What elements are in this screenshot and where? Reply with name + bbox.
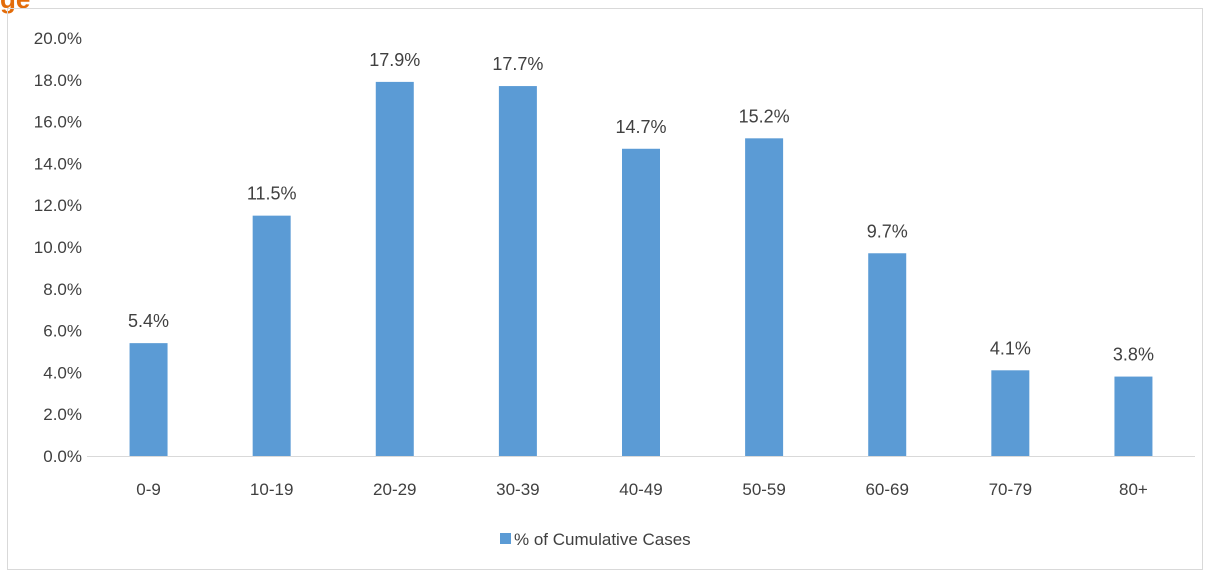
- x-tick-label: 20-29: [373, 480, 416, 499]
- legend-label: % of Cumulative Cases: [514, 530, 691, 549]
- bar: [498, 86, 537, 456]
- bar: [991, 370, 1030, 456]
- bar: [1114, 376, 1153, 456]
- y-tick-label: 12.0%: [34, 196, 82, 215]
- data-label: 17.9%: [369, 50, 420, 70]
- data-label: 11.5%: [247, 184, 297, 204]
- bar: [622, 148, 660, 456]
- y-tick-label: 14.0%: [34, 154, 82, 173]
- legend: % of Cumulative Cases: [500, 530, 691, 549]
- data-label: 3.8%: [1113, 345, 1154, 365]
- y-tick-label: 6.0%: [43, 322, 82, 341]
- x-tick-label: 70-79: [989, 480, 1032, 499]
- data-label: 15.2%: [739, 106, 790, 126]
- y-tick-label: 20.0%: [34, 29, 82, 48]
- legend-swatch: [500, 533, 511, 544]
- x-tick-label: 50-59: [742, 480, 785, 499]
- y-tick-label: 2.0%: [43, 405, 82, 424]
- chart-frame: [7, 8, 1203, 570]
- x-tick-label: 30-39: [496, 480, 539, 499]
- x-tick-label: 80+: [1119, 480, 1148, 499]
- y-tick-label: 16.0%: [34, 113, 82, 132]
- bar: [868, 253, 907, 456]
- bar: [375, 81, 414, 456]
- x-tick-label: 10-19: [250, 480, 293, 499]
- x-tick-label: 40-49: [619, 480, 662, 499]
- data-label: 9.7%: [867, 221, 908, 241]
- y-tick-label: 8.0%: [43, 280, 82, 299]
- x-tick-label: 60-69: [865, 480, 908, 499]
- data-label: 4.1%: [990, 338, 1031, 358]
- bar: [252, 215, 291, 456]
- data-label: 5.4%: [128, 311, 169, 331]
- y-tick-label: 18.0%: [34, 71, 82, 90]
- data-labels: 5.4% 11.5% 17.9% 17.7% 14.7% 15.2% 9.7% 4.1% 3.8…: [128, 50, 1154, 365]
- x-tick-label: 0-9: [136, 480, 161, 499]
- y-tick-label: 4.0%: [43, 363, 82, 382]
- y-tick-label: 10.0%: [34, 238, 82, 257]
- x-axis: 0-9 10-19 20-29 30-39 40-49 50-59 60-69 70-79 80…: [87, 456, 1195, 499]
- bar-series: [129, 81, 1153, 456]
- data-label: 14.7%: [615, 117, 666, 137]
- data-label: 17.7%: [492, 54, 543, 74]
- y-tick-label: 0.0%: [43, 447, 82, 466]
- y-axis: 0.0% 2.0% 4.0% 6.0% 8.0% 10.0% 12.0% 14.0% 16.0%…: [34, 29, 82, 466]
- bar: [745, 138, 784, 456]
- bar: [129, 343, 168, 456]
